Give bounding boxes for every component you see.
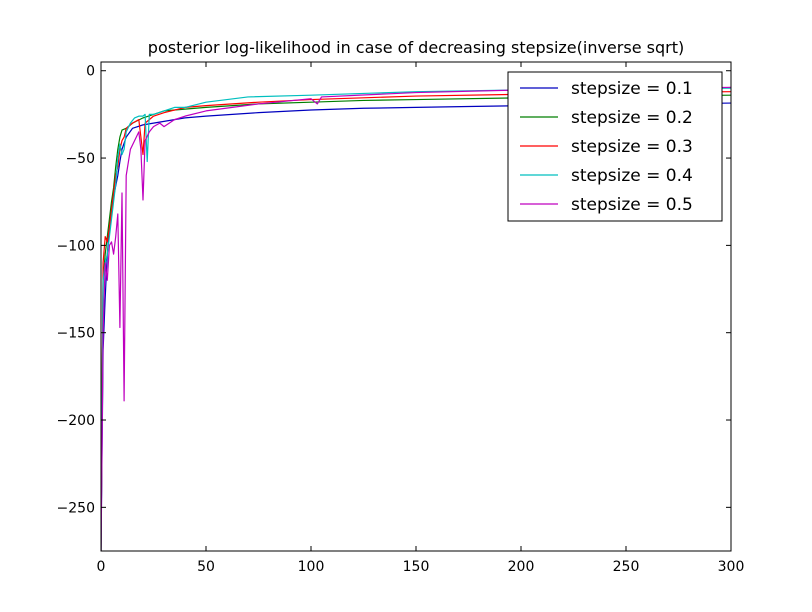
legend-label-1: stepsize = 0.1 (571, 79, 693, 99)
chart-title: posterior log-likelihood in case of decr… (148, 38, 684, 57)
series-line-5 (101, 86, 731, 551)
y-tick-label: −50 (65, 151, 95, 167)
axes: 0 50 100 150 200 250 300 0 −50 −100 −150 −200 −250 (57, 61, 745, 575)
y-tick-label: −150 (57, 326, 95, 342)
x-tick-label: 300 (718, 559, 745, 575)
legend-label-2: stepsize = 0.2 (571, 108, 693, 128)
legend-label-3: stepsize = 0.3 (571, 137, 693, 157)
y-tick-label: 0 (86, 64, 95, 80)
plot-area (101, 86, 731, 551)
legend-label-4: stepsize = 0.4 (571, 166, 693, 186)
y-tick-label: −250 (57, 500, 95, 516)
y-tick-label: −100 (57, 238, 95, 254)
y-tick-label: −200 (57, 413, 95, 429)
legend-label-5: stepsize = 0.5 (571, 195, 693, 215)
series-line-4 (101, 87, 731, 551)
x-tick-label: 150 (403, 559, 430, 575)
series-line-3 (101, 91, 731, 551)
x-tick-label: 200 (508, 559, 535, 575)
x-tick-label: 250 (613, 559, 640, 575)
legend: stepsize = 0.1 stepsize = 0.2 stepsize = 0… (507, 71, 723, 222)
x-tick-label: 0 (97, 559, 106, 575)
x-tick-label: 50 (197, 559, 215, 575)
x-tick-label: 100 (298, 559, 325, 575)
